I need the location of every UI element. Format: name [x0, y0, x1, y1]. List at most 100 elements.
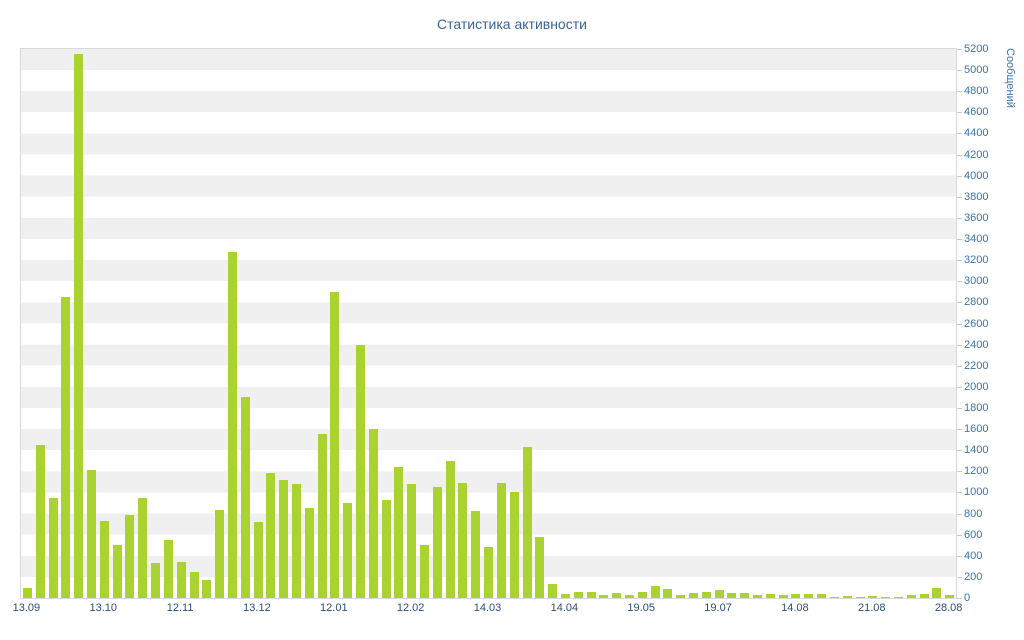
bar[interactable]: [215, 510, 225, 598]
bar[interactable]: [804, 594, 814, 598]
x-tick-label: 13.09: [12, 602, 41, 614]
bar[interactable]: [227, 252, 237, 598]
bar[interactable]: [881, 597, 891, 598]
y-tick-label: 1600: [956, 423, 989, 436]
y-tick-label: 1000: [956, 486, 989, 499]
y-tick-label: 3400: [956, 233, 989, 246]
bar[interactable]: [87, 470, 97, 598]
bar[interactable]: [586, 592, 596, 598]
plot-area: [20, 48, 957, 599]
bar[interactable]: [906, 595, 916, 598]
x-tick-label: 12.11: [166, 602, 194, 614]
y-tick-label: 1800: [956, 401, 989, 414]
bar[interactable]: [35, 445, 45, 598]
bar[interactable]: [509, 492, 519, 598]
bar[interactable]: [304, 508, 314, 598]
x-axis: 13.09 13.10 12.11 13.12 12.01 12.02 14.03 14.04…: [13, 602, 963, 618]
bar[interactable]: [420, 545, 430, 598]
bar[interactable]: [163, 540, 173, 598]
bar[interactable]: [689, 593, 699, 598]
bar[interactable]: [548, 584, 558, 598]
bar[interactable]: [445, 461, 455, 598]
bar[interactable]: [48, 498, 58, 598]
bar[interactable]: [855, 597, 865, 598]
y-tick-label: 4000: [956, 169, 989, 182]
bar[interactable]: [202, 580, 212, 598]
bar[interactable]: [842, 596, 852, 598]
bar[interactable]: [381, 500, 391, 598]
bar[interactable]: [573, 592, 583, 598]
bar[interactable]: [112, 545, 122, 598]
bar[interactable]: [727, 593, 737, 598]
bar[interactable]: [99, 521, 109, 598]
bar[interactable]: [394, 467, 404, 598]
bar[interactable]: [496, 483, 506, 598]
bar[interactable]: [676, 595, 686, 598]
bar[interactable]: [189, 572, 199, 598]
bar[interactable]: [650, 586, 660, 598]
bar[interactable]: [599, 595, 609, 598]
x-tick-label: 19.07: [704, 602, 732, 614]
bar[interactable]: [317, 434, 327, 598]
bar[interactable]: [240, 397, 250, 598]
bar[interactable]: [356, 345, 365, 598]
bar[interactable]: [791, 594, 801, 598]
y-tick-label: 3800: [956, 190, 989, 203]
bar[interactable]: [330, 292, 340, 598]
bar[interactable]: [176, 562, 186, 598]
x-tick-label: 13.12: [243, 602, 271, 614]
y-tick-label: 4200: [956, 148, 989, 161]
bar[interactable]: [266, 473, 276, 598]
bar[interactable]: [663, 589, 673, 598]
bar[interactable]: [829, 597, 839, 598]
bar[interactable]: [714, 590, 724, 598]
bar[interactable]: [560, 594, 570, 598]
bar[interactable]: [765, 594, 775, 598]
bar[interactable]: [868, 596, 878, 598]
bar[interactable]: [919, 594, 929, 598]
y-tick-label: 600: [956, 528, 983, 541]
y-tick-label: 800: [956, 507, 983, 520]
bar[interactable]: [624, 595, 634, 598]
bar[interactable]: [432, 487, 442, 598]
bar[interactable]: [484, 547, 494, 598]
bar[interactable]: [407, 484, 417, 598]
bar[interactable]: [637, 592, 647, 598]
bar[interactable]: [368, 429, 378, 598]
x-tick-label: 21.08: [857, 602, 886, 614]
bar[interactable]: [253, 522, 263, 598]
bar[interactable]: [74, 54, 84, 598]
bar[interactable]: [932, 588, 942, 598]
y-axis-title: Сообщений: [1004, 48, 1016, 108]
bar[interactable]: [138, 498, 148, 598]
x-tick-label: 28.08: [934, 602, 963, 614]
bar[interactable]: [279, 480, 289, 598]
y-tick-label: 1400: [956, 444, 989, 457]
bar[interactable]: [522, 447, 532, 598]
bar[interactable]: [701, 592, 711, 598]
bar[interactable]: [945, 595, 955, 598]
bar[interactable]: [535, 537, 545, 598]
bar[interactable]: [612, 593, 622, 598]
bar[interactable]: [753, 595, 763, 598]
bar[interactable]: [291, 484, 301, 598]
x-tick-label: 14.08: [781, 602, 809, 614]
bar[interactable]: [23, 588, 32, 598]
bar[interactable]: [458, 483, 468, 598]
x-tick-label: 14.04: [550, 602, 579, 614]
y-tick-label: 4800: [956, 85, 989, 98]
bar[interactable]: [778, 595, 788, 598]
y-tick-label: 400: [956, 549, 983, 562]
y-tick-label: 5200: [956, 43, 989, 55]
bar[interactable]: [151, 563, 161, 598]
bar[interactable]: [817, 594, 827, 598]
y-tick-label: 2400: [956, 338, 989, 351]
bar[interactable]: [740, 593, 750, 598]
bar[interactable]: [343, 503, 353, 598]
bar[interactable]: [893, 597, 903, 598]
bar[interactable]: [61, 297, 71, 598]
bar[interactable]: [471, 511, 481, 598]
y-tick-label: 0: [956, 592, 971, 604]
bar[interactable]: [125, 515, 135, 598]
